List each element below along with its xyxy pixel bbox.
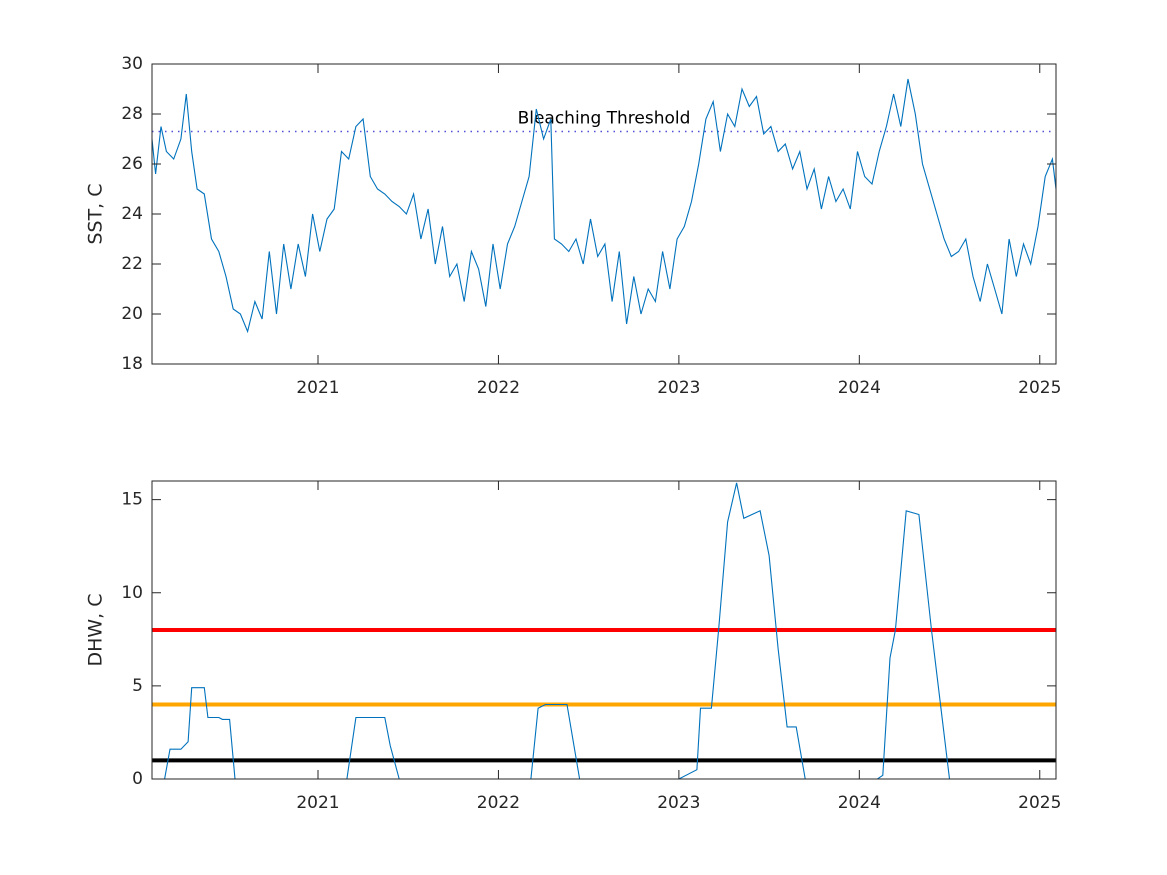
y-axis-label: SST, C: [85, 183, 107, 244]
y-tick-label: 0: [132, 769, 143, 789]
x-tick-label: 2024: [838, 378, 881, 398]
x-tick-label: 2024: [838, 793, 881, 813]
data-line: [151, 78, 1057, 334]
y-tick-label: 28: [121, 104, 143, 124]
x-tick-label: 2023: [657, 793, 700, 813]
axes-box: [151, 480, 1057, 780]
y-tick-label: 22: [121, 254, 143, 274]
y-tick-label: 30: [121, 54, 143, 74]
x-tick-label: 2022: [477, 793, 520, 813]
y-tick-label: 24: [121, 204, 143, 224]
y-tick-label: 5: [132, 676, 143, 696]
y-tick-label: 15: [121, 490, 143, 510]
y-tick-label: 10: [121, 583, 143, 603]
y-tick-label: 20: [121, 304, 143, 324]
x-tick-label: 2025: [1018, 793, 1061, 813]
data-line: [152, 482, 1056, 780]
x-tick-label: 2025: [1018, 378, 1061, 398]
y-tick-label: 26: [121, 154, 143, 174]
x-tick-label: 2022: [477, 378, 520, 398]
y-axis-label: DHW, C: [85, 593, 107, 666]
x-tick-label: 2021: [296, 378, 339, 398]
y-tick-label: 18: [121, 354, 143, 374]
axes-background: [152, 64, 1056, 364]
reference-label: Bleaching Threshold: [518, 109, 691, 129]
x-tick-label: 2023: [657, 378, 700, 398]
x-tick-label: 2021: [296, 793, 339, 813]
